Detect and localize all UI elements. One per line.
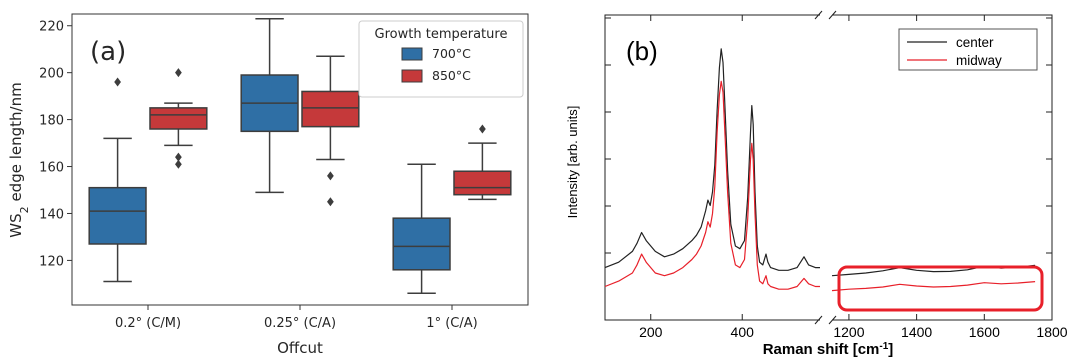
panel-a-xlabel: Offcut [277,339,323,357]
axis-frame-left [604,14,820,321]
legend-frame [358,20,524,98]
spectrum-midway-seg1 [831,281,1036,292]
x-tick-label: 0.25° (C/A) [264,316,336,331]
x-tick-label: 1200 [833,324,864,340]
outlier-point [327,171,334,181]
legend-label-midway: midway [956,53,1002,68]
panel-b-ylabel: Intensity [arb. units] [565,106,580,219]
legend-label-850: 850°C [432,68,471,83]
y-tick-label: 160 [39,161,64,176]
legend-frame-b [898,28,1038,71]
axis-break-mark [814,315,823,325]
legend-swatch-850 [401,69,423,83]
panel-b-label: (b) [626,36,658,66]
box-850°C-0 [149,68,208,169]
y-tick-label: 200 [39,67,64,82]
outlier-point [327,197,334,207]
box-850°C-2 [453,124,512,201]
panel-a: 120 140 160 180 200 220 0.2° (C/M) 0.25° (C/A)… [7,13,529,357]
legend-swatch-700 [401,47,423,61]
box-700°C-1 [240,17,299,194]
y-tick-label: 120 [39,254,64,269]
box-body [149,107,208,130]
legend-label-700: 700°C [432,46,471,61]
x-tick-label: 400 [731,324,755,340]
x-tick-label: 200 [639,324,663,340]
box-body [392,217,451,271]
panel-b-legend: center midway [898,28,1038,71]
outlier-point [175,68,182,78]
box-850°C-1 [301,55,360,207]
y-tick-label: 140 [39,207,64,222]
outlier-point [175,152,182,162]
outlier-point [175,159,182,169]
axis-break-mark [814,10,823,20]
box-body [301,90,360,128]
outlier-point [479,124,486,134]
panel-b: 200 400 1200 1400 1600 1800 (b) Raman shift [… [565,10,1068,358]
box-body [453,170,512,196]
legend-label-center: center [956,35,994,50]
x-tick-label: 0.2° (C/M) [115,316,181,331]
axis-break-mark [828,10,837,20]
spectrum-midway-seg0 [604,80,820,290]
panel-b-xlabel: Raman shift [cm-1] [763,341,894,358]
outlier-point [114,77,121,87]
box-700°C-0 [88,77,147,283]
axis-break-mark [828,315,837,325]
panel-a-legend: Growth temperature 700°C 850°C [358,20,524,98]
x-tick-label: 1800 [1036,324,1067,340]
panel-a-ylabel: WS2 edge length/nm [7,82,31,237]
box-700°C-2 [392,163,451,295]
highlight-box [837,265,1044,312]
y-tick-label: 180 [39,114,64,129]
spectrum-center-seg0 [604,48,820,271]
panel-a-label: (a) [90,37,126,67]
axis-frame-right [832,14,1053,321]
y-tick-label: 220 [39,20,64,35]
x-tick-label: 1600 [969,324,1000,340]
legend-title: Growth temperature [375,27,508,42]
box-body [88,186,147,245]
x-tick-label: 1° (C/A) [426,316,477,331]
x-tick-label: 1400 [901,324,932,340]
